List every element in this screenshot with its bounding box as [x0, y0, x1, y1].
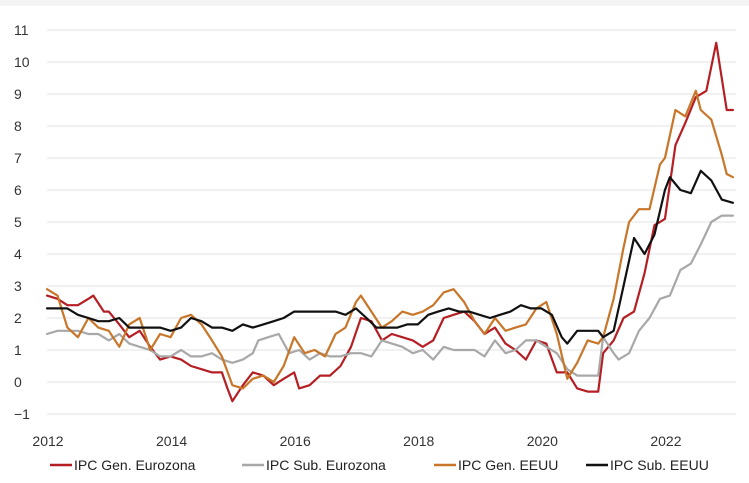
series-line-0 [45, 41, 735, 403]
y-axis-ticks: −1 0 1 2 3 4 5 6 7 8 9 10 11 [14, 22, 30, 422]
legend-label-1: IPC Sub. Eurozona [266, 457, 386, 473]
x-tick-label: 2022 [650, 433, 681, 449]
y-tick-label: 8 [14, 118, 22, 134]
legend-label-3: IPC Sub. EEUU [610, 457, 709, 473]
y-tick-label: 7 [14, 150, 22, 166]
top-strip [0, 0, 749, 6]
y-tick-label: 2 [14, 310, 22, 326]
x-tick-label: 2014 [156, 433, 187, 449]
y-tick-label: 4 [14, 246, 22, 262]
series-lines [45, 41, 735, 403]
x-tick-label: 2012 [32, 433, 63, 449]
x-axis-ticks: 2012 2014 2016 2018 2020 2022 [32, 433, 681, 449]
y-tick-label: −1 [14, 406, 30, 422]
y-tick-label: 1 [14, 342, 22, 358]
y-tick-label: 5 [14, 214, 22, 230]
series-line-2 [45, 89, 735, 390]
x-tick-label: 2018 [403, 433, 434, 449]
y-tick-label: 9 [14, 86, 22, 102]
x-tick-label: 2016 [280, 433, 311, 449]
legend: IPC Gen. Eurozona IPC Sub. Eurozona IPC Ge… [50, 457, 709, 473]
y-tick-label: 3 [14, 278, 22, 294]
legend-label-0: IPC Gen. Eurozona [74, 457, 196, 473]
series-line-1 [45, 214, 735, 377]
y-tick-label: 10 [14, 54, 30, 70]
y-tick-label: 6 [14, 182, 22, 198]
y-tick-label: 11 [14, 22, 29, 38]
x-tick-label: 2020 [527, 433, 558, 449]
legend-label-2: IPC Gen. EEUU [458, 457, 558, 473]
gridlines [47, 29, 736, 415]
y-tick-label: 0 [14, 374, 22, 390]
series-line-3 [45, 169, 735, 345]
